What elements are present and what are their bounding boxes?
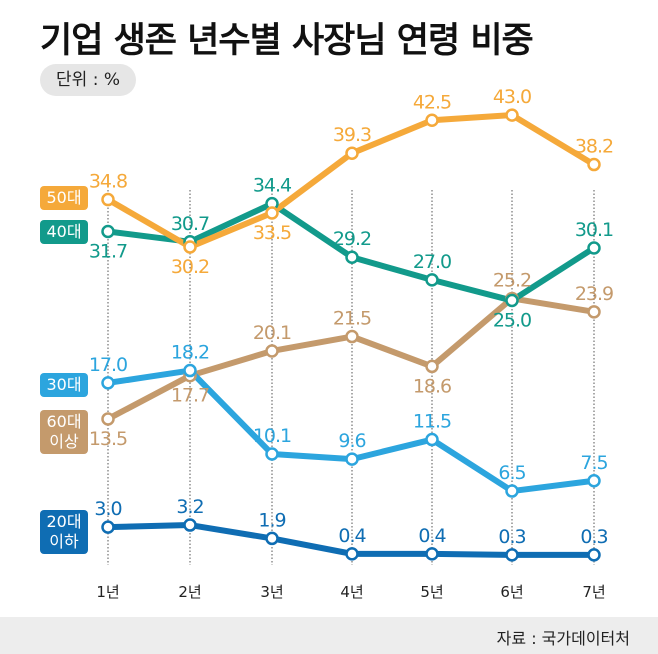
legend-item: 50대	[40, 186, 88, 210]
data-label: 18.6	[413, 375, 451, 397]
data-label: 42.5	[413, 91, 451, 113]
legend-item: 60대 이상	[40, 410, 88, 454]
data-label: 21.5	[333, 308, 371, 330]
data-point	[505, 108, 519, 122]
data-point	[587, 474, 601, 488]
data-point	[425, 273, 439, 287]
data-label: 25.0	[493, 310, 531, 332]
x-tick-label: 3년	[260, 583, 283, 601]
legend-item: 20대 이하	[40, 510, 88, 554]
data-point	[345, 547, 359, 561]
data-label: 34.8	[89, 171, 127, 193]
data-label: 6.5	[498, 462, 525, 484]
data-point	[587, 548, 601, 562]
source-text: 자료 : 국가데이터처	[496, 629, 630, 648]
data-label: 17.0	[89, 354, 127, 376]
data-point	[345, 250, 359, 264]
data-label: 0.3	[498, 526, 525, 548]
data-point	[101, 224, 115, 239]
data-point	[425, 359, 439, 374]
data-point	[587, 157, 601, 172]
legend-item: 30대	[40, 373, 88, 397]
data-point	[265, 447, 279, 461]
data-point	[183, 518, 197, 532]
data-point	[505, 484, 519, 498]
x-tick-label: 6년	[500, 583, 523, 601]
data-label: 38.2	[575, 136, 613, 158]
data-label: 7.5	[580, 452, 607, 474]
data-label: 0.4	[338, 525, 366, 547]
data-point	[101, 520, 115, 534]
data-point	[505, 548, 519, 562]
data-label: 0.4	[418, 525, 446, 547]
data-point	[345, 329, 359, 344]
data-label: 27.0	[413, 251, 451, 273]
unit-badge: 단위 : %	[40, 64, 136, 96]
data-point	[345, 146, 359, 160]
data-label: 1.9	[258, 509, 285, 531]
data-label: 30.2	[171, 256, 209, 278]
data-label: 25.2	[493, 269, 531, 291]
data-point	[345, 452, 359, 466]
data-label: 3.0	[94, 498, 121, 520]
data-point	[101, 376, 115, 390]
legend-item: 40대	[40, 220, 88, 244]
data-label: 0.3	[580, 526, 607, 548]
data-label: 29.2	[333, 228, 371, 250]
data-point	[425, 113, 439, 127]
data-point	[101, 192, 115, 207]
data-label: 43.0	[493, 86, 531, 108]
data-point	[265, 531, 279, 546]
data-label: 9.6	[338, 430, 365, 452]
data-point	[265, 206, 279, 220]
x-tick-label: 5년	[420, 583, 443, 601]
data-label: 23.9	[575, 283, 613, 305]
x-tick-label: 2년	[178, 583, 201, 601]
data-label: 34.4	[253, 175, 292, 197]
data-point	[101, 412, 115, 426]
data-point	[587, 305, 601, 319]
x-tick-label: 4년	[340, 583, 363, 601]
data-point	[183, 363, 197, 378]
data-label: 17.7	[171, 385, 209, 407]
data-label: 10.1	[253, 425, 291, 447]
chart-title: 기업 생존 년수별 사장님 연령 비중	[40, 21, 534, 61]
data-label: 33.5	[253, 222, 291, 244]
data-label: 18.2	[171, 342, 209, 364]
data-point	[587, 241, 601, 255]
data-label: 20.1	[253, 322, 291, 344]
data-label: 39.3	[333, 124, 371, 146]
data-label: 3.2	[176, 496, 203, 518]
x-tick-label: 1년	[96, 583, 119, 601]
data-point	[265, 344, 279, 358]
data-label: 30.1	[575, 219, 613, 241]
footer: 자료 : 국가데이터처	[0, 617, 658, 654]
x-tick-label: 7년	[582, 583, 605, 601]
data-label: 30.7	[171, 213, 209, 235]
data-label: 11.5	[413, 411, 451, 433]
data-point	[183, 240, 197, 254]
data-point	[425, 432, 439, 447]
data-point	[505, 293, 519, 308]
data-label: 13.5	[89, 428, 127, 450]
data-point	[425, 547, 439, 561]
data-label: 31.7	[89, 240, 127, 262]
